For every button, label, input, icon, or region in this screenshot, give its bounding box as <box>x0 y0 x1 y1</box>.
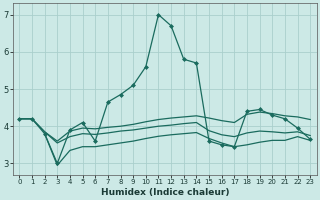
X-axis label: Humidex (Indice chaleur): Humidex (Indice chaleur) <box>100 188 229 197</box>
